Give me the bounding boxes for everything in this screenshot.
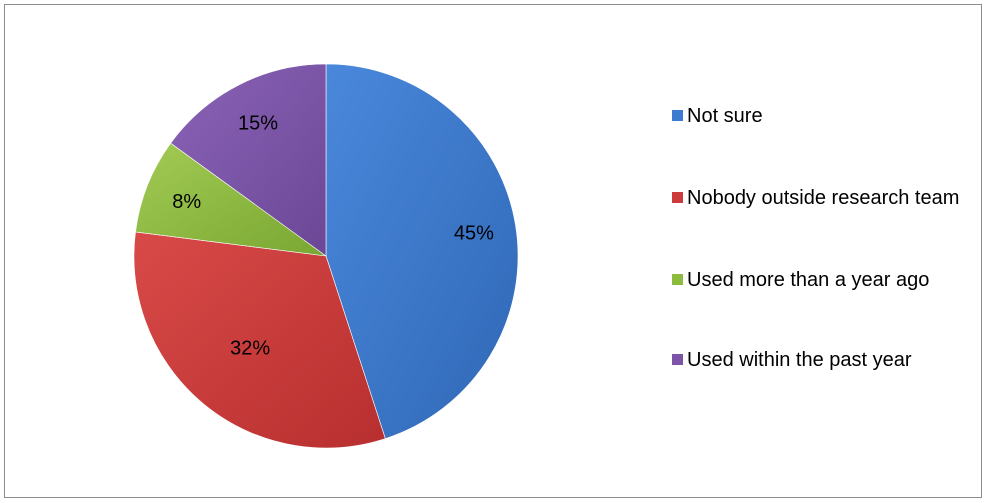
pie-slice-within-past-year bbox=[170, 63, 327, 257]
legend-swatch-not-sure bbox=[672, 110, 683, 121]
legend-item-within-past-year: Used within the past year bbox=[672, 346, 972, 374]
legend-swatch-within-past-year bbox=[672, 354, 683, 365]
data-label-not-sure: 45% bbox=[454, 223, 494, 245]
legend-item-nobody-outside: Nobody outside research team bbox=[672, 184, 972, 212]
legend-label-within-past-year: Used within the past year bbox=[687, 349, 912, 371]
pie-slice-not-sure bbox=[325, 63, 519, 439]
legend-label-not-sure: Not sure bbox=[687, 105, 763, 127]
pie-slice-nobody-outside bbox=[133, 231, 386, 449]
legend-label-more-than-year: Used more than a year ago bbox=[687, 269, 930, 291]
data-label-more-than-year: 8% bbox=[172, 191, 201, 213]
pie-slice-more-than-year bbox=[135, 142, 327, 257]
legend-swatch-more-than-year bbox=[672, 274, 683, 285]
legend-item-more-than-year: Used more than a year ago bbox=[672, 266, 972, 294]
data-label-nobody-outside: 32% bbox=[230, 338, 270, 360]
legend-item-not-sure: Not sure bbox=[672, 102, 972, 130]
legend-label-nobody-outside: Nobody outside research team bbox=[687, 187, 960, 209]
legend-swatch-nobody-outside bbox=[672, 192, 683, 203]
data-label-within-past-year: 15% bbox=[238, 113, 278, 135]
